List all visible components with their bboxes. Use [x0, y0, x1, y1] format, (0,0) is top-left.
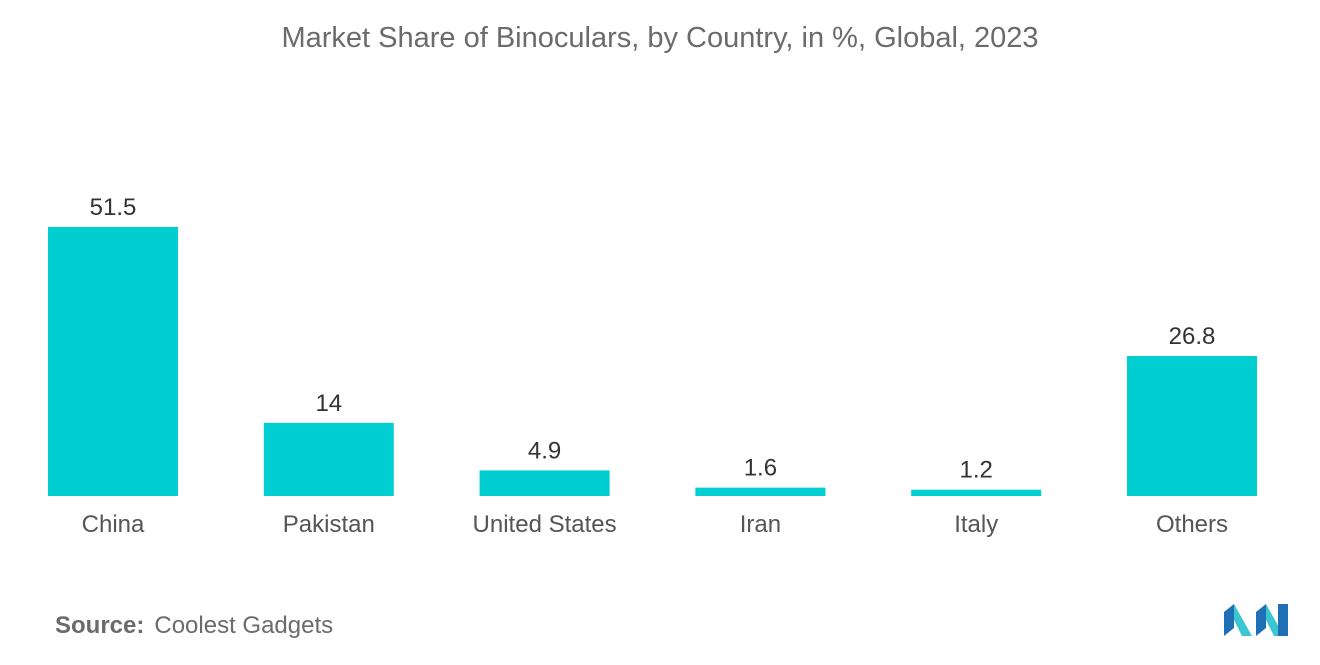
- category-label: China: [82, 511, 145, 538]
- bar-others: [1127, 356, 1257, 496]
- category-label: Others: [1156, 511, 1228, 538]
- bar-pakistan: [263, 422, 394, 496]
- chart-title: Market Share of Binoculars, by Country, …: [281, 22, 1039, 54]
- source-line: Source: Coolest Gadgets: [55, 612, 333, 640]
- category-label: Italy: [954, 511, 998, 538]
- value-label: 14: [315, 390, 342, 417]
- value-label: 1.2: [960, 457, 993, 484]
- bar-chart: 51.5 China 14 Pakistan 4.9 United States 1.6 Ir…: [48, 194, 1257, 538]
- value-label: 1.6: [744, 455, 777, 482]
- category-label: United States: [473, 511, 617, 538]
- bar-united-states: [479, 470, 610, 496]
- bar-italy: [911, 489, 1042, 496]
- value-label: 4.9: [528, 437, 561, 464]
- mordor-intelligence-logo-icon: [1222, 602, 1290, 643]
- source-text: Coolest Gadgets: [154, 612, 334, 639]
- bar-china: [48, 227, 178, 496]
- value-label: 26.8: [1169, 323, 1216, 350]
- value-label: 51.5: [90, 194, 137, 221]
- bar-iran: [695, 487, 826, 496]
- category-label: Iran: [740, 511, 781, 538]
- category-label: Pakistan: [283, 511, 375, 538]
- source-label: Source:: [55, 612, 145, 639]
